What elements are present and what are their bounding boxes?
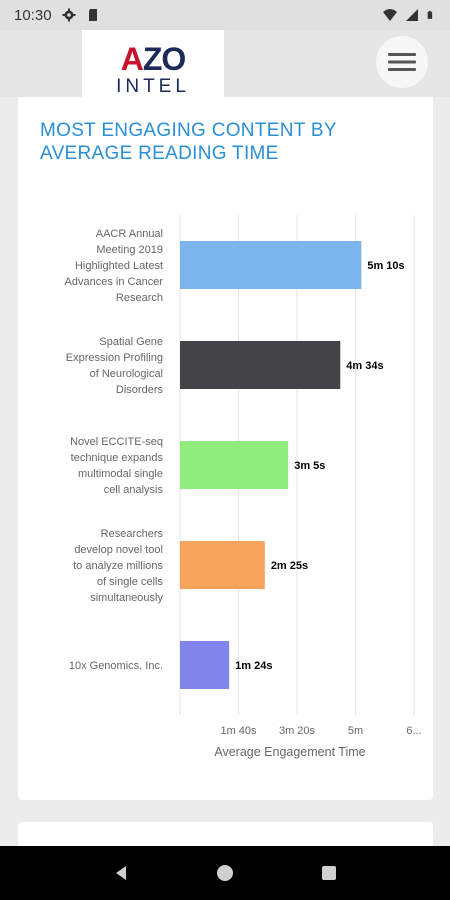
category-label-line: Highlighted Latest xyxy=(75,260,163,272)
x-tick-label-0: 1m 40s xyxy=(220,725,257,737)
status-bar: 10:30 xyxy=(0,0,450,30)
logo-primary-text: AZO xyxy=(120,41,187,77)
logo[interactable]: AZO INTEL xyxy=(82,30,224,110)
category-label-line: Advances in Cancer xyxy=(65,276,164,288)
gear-icon xyxy=(62,8,76,22)
logo-primary: AZO xyxy=(120,41,187,77)
category-label-line: cell analysis xyxy=(104,484,164,496)
chart-title: MOST ENGAGING CONTENT BY AVERAGE READING… xyxy=(40,120,337,164)
category-label-line: to analyze millions xyxy=(73,560,163,572)
x-tick-label-2: 5m xyxy=(348,725,363,737)
category-label-line: technique expands xyxy=(71,452,164,464)
status-time: 10:30 xyxy=(14,6,52,24)
logo-secondary: INTEL xyxy=(116,76,190,97)
x-axis-title: Average Engagement Time xyxy=(214,745,365,759)
bar-3 xyxy=(180,541,265,589)
signal-icon xyxy=(406,9,418,21)
category-label-line: Meeting 2019 xyxy=(96,244,163,256)
x-tick-label-3: 6... xyxy=(406,725,421,737)
category-label-line: of single cells xyxy=(97,576,164,588)
home-icon[interactable] xyxy=(215,863,235,883)
value-label-2: 3m 5s xyxy=(294,460,325,472)
category-label-line: Expression Profiling xyxy=(66,352,163,364)
category-label-line: of Neurological xyxy=(90,368,163,380)
category-label-line: 10x Genomics, Inc. xyxy=(69,660,163,672)
category-label-0: AACR Annual Meeting 2019 Highlighted Lates… xyxy=(65,228,164,304)
bar-2 xyxy=(180,441,289,489)
category-label-line: Research xyxy=(116,292,163,304)
navigation-bar xyxy=(0,846,450,900)
category-label-2: Novel ECCITE-seq technique expands multimo… xyxy=(70,436,163,496)
content-card: MOST ENGAGING CONTENT BY AVERAGE READING… xyxy=(18,97,433,800)
bar-1 xyxy=(180,341,341,389)
category-label-line: Novel ECCITE-seq xyxy=(70,436,163,448)
x-tick-label-1: 3m 20s xyxy=(279,725,316,737)
category-label-line: Researchers xyxy=(101,528,164,540)
menu-button[interactable] xyxy=(376,36,428,88)
category-label-line: AACR Annual xyxy=(96,228,163,240)
wifi-icon xyxy=(383,9,397,21)
sd-card-icon xyxy=(88,9,97,21)
category-label-3: Researchers develop novel tool to analyze … xyxy=(73,528,163,604)
bar-chart: 5m 10s AACR Annual Meeting 2019 Highlighted… xyxy=(65,215,422,759)
bar-4 xyxy=(180,641,230,689)
bar-0 xyxy=(180,241,362,289)
back-icon[interactable] xyxy=(112,864,130,882)
value-label-4: 1m 24s xyxy=(235,660,272,672)
category-label-line: simultaneously xyxy=(90,592,163,604)
category-label-4: 10x Genomics, Inc. xyxy=(69,660,163,672)
value-label-1: 4m 34s xyxy=(346,360,383,372)
value-label-0: 5m 10s xyxy=(367,260,404,272)
category-label-line: multimodal single xyxy=(78,468,163,480)
category-label-line: develop novel tool xyxy=(74,544,163,556)
category-label-line: Spatial Gene xyxy=(99,336,163,348)
recents-icon[interactable] xyxy=(320,864,338,882)
hamburger-icon xyxy=(388,53,416,71)
battery-icon xyxy=(427,10,433,19)
category-label-1: Spatial Gene Expression Profiling of Neuro… xyxy=(66,336,164,396)
value-label-3: 2m 25s xyxy=(271,560,308,572)
category-label-line: Disorders xyxy=(116,384,164,396)
app-header xyxy=(0,30,450,97)
